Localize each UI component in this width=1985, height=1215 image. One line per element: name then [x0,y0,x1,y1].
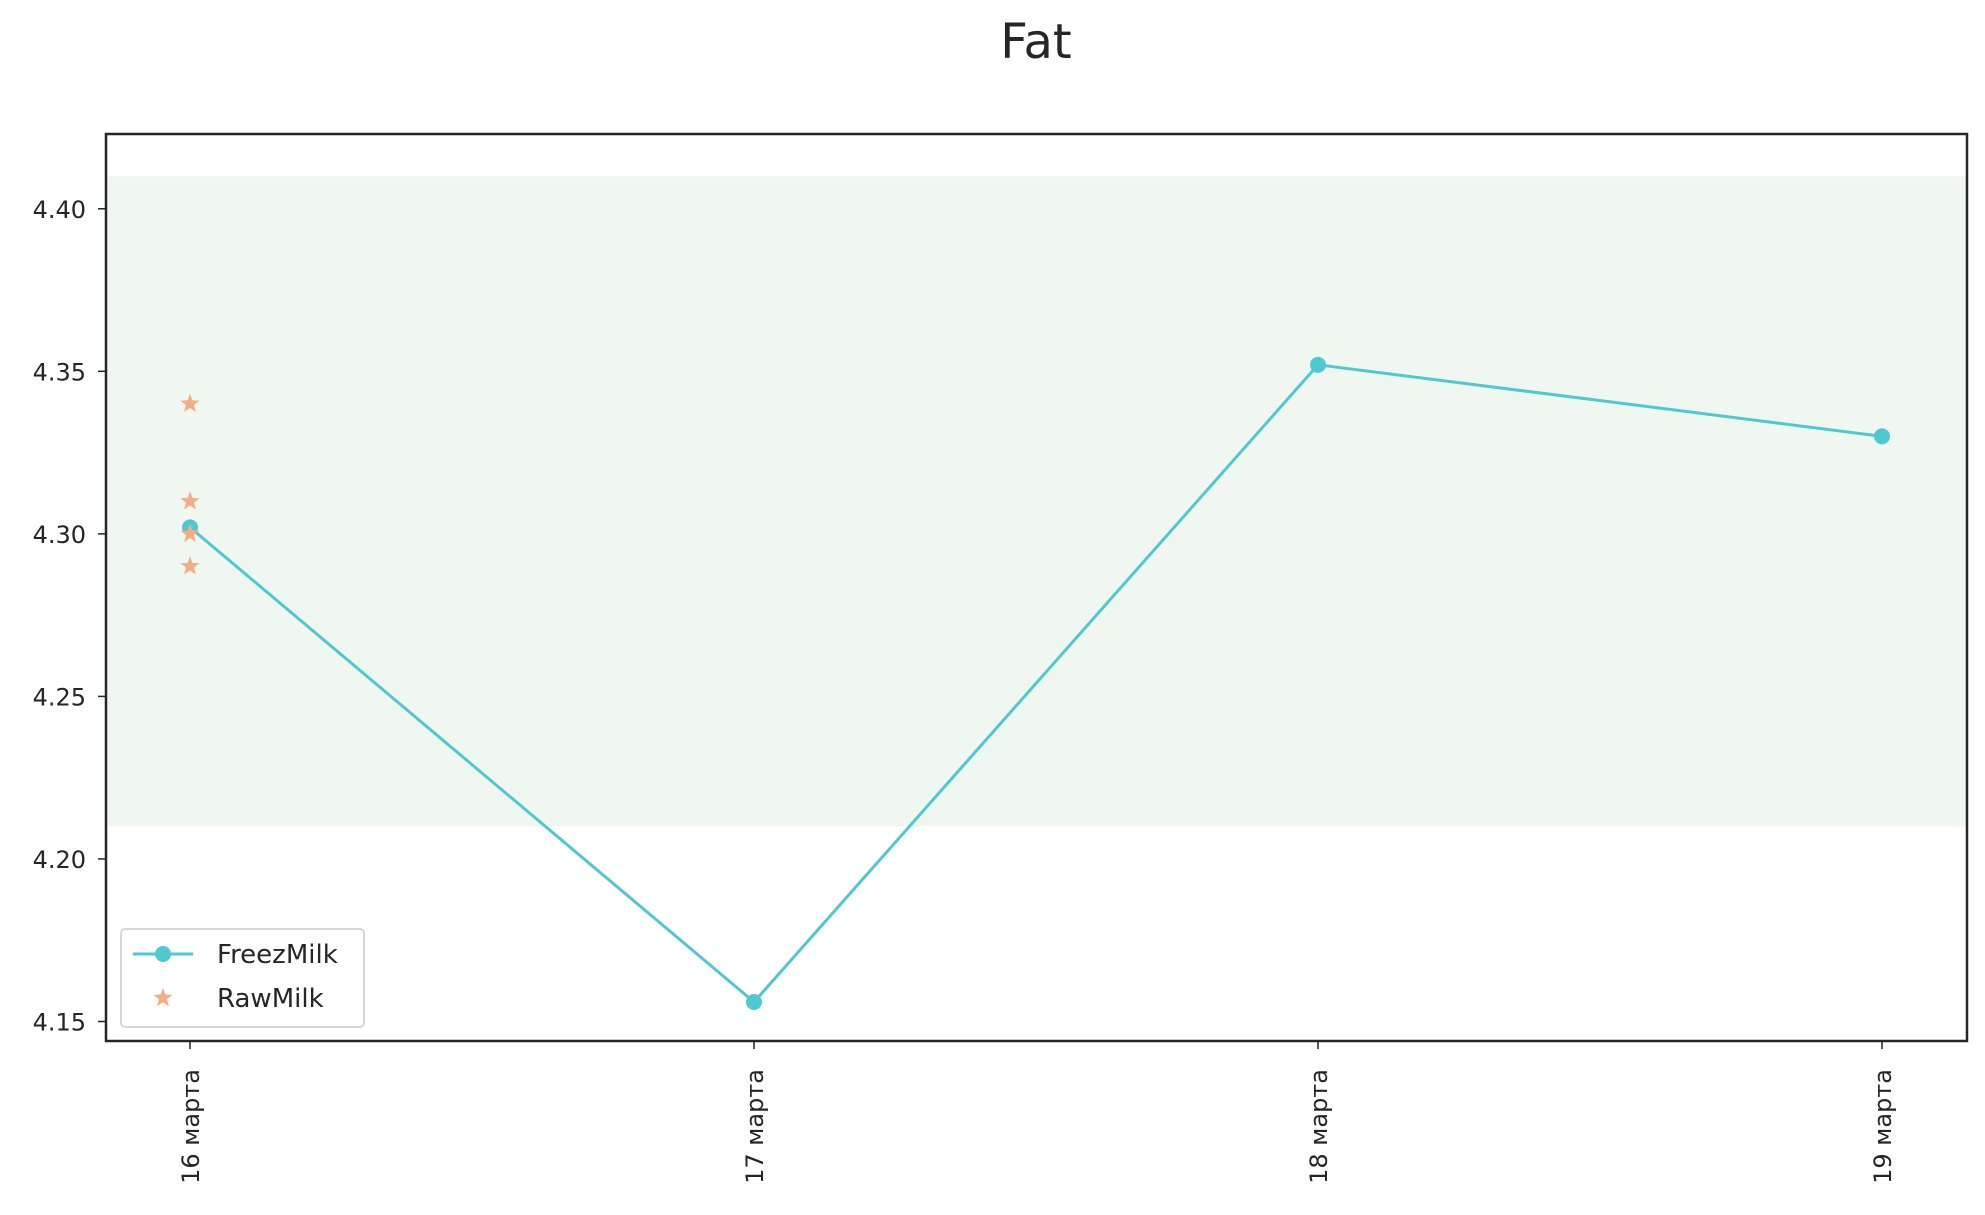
data-point-rawmilk [180,491,200,510]
y-tick-label: 4.35 [33,358,86,386]
normal-range-band [106,176,1967,827]
data-point-freezmilk [746,993,762,1010]
x-tick-label: 16 марта [177,1069,205,1184]
x-tick-label: 18 марта [1305,1069,1333,1184]
legend-marker-rawmilk [153,988,173,1007]
plot-area: 4.15 4.20 4.25 4.30 4.35 4.40 16 марта 17 марта… [33,132,1969,1184]
legend-label-rawmilk: RawMilk [217,984,324,1014]
x-tick-label: 19 марта [1869,1069,1897,1184]
data-point-freezmilk [1310,356,1326,373]
y-tick-label: 4.20 [33,846,86,874]
data-point-rawmilk [180,523,200,542]
legend: FreezMilk RawMilk [120,928,365,1028]
x-tick-label: 17 марта [741,1069,769,1184]
axes-frame [104,132,1969,1043]
y-tick-label: 4.25 [33,683,86,711]
y-tick-label: 4.15 [33,1008,86,1036]
data-point-freezmilk [1874,428,1890,445]
y-tick-label: 4.30 [33,521,86,549]
legend-marker-freezmilk [155,946,171,962]
data-point-rawmilk [180,556,200,575]
legend-label-freezmilk: FreezMilk [217,940,338,970]
y-tick-label: 4.40 [33,196,86,224]
chart-title: Fat [1000,14,1071,70]
data-point-rawmilk [180,393,200,412]
series-line-freezmilk [189,363,1883,1004]
